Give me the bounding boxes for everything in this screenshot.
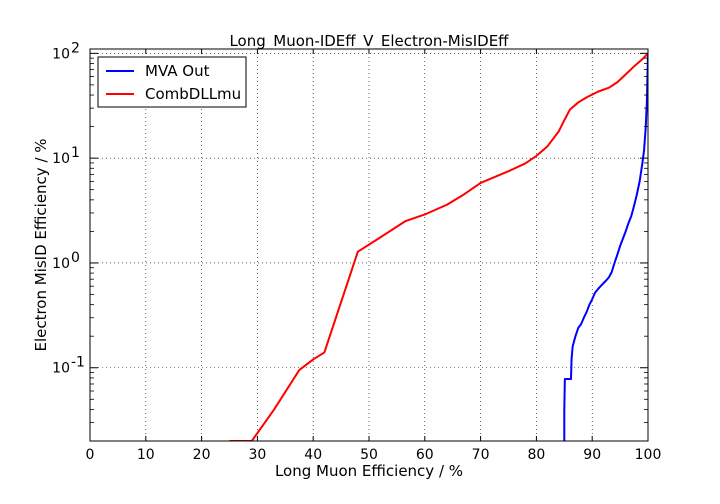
x-tick-label: 0 [86,447,95,463]
legend-box [97,56,247,108]
x-tick-label: 100 [635,447,662,463]
legend-label-mva-out: MVA Out [145,62,210,80]
y-tick-label-exponent: 0 [71,250,80,266]
chart-title: Long_Muon-IDEff_V_Electron-MisIDEff [229,32,509,51]
x-tick-label: 10 [137,447,155,463]
y-tick-label: 10 [52,151,70,167]
x-tick-label: 50 [360,447,378,463]
y-tick-label-exponent: 2 [71,40,80,56]
series-line-mva-out [563,53,648,441]
y-tick-label-exponent: 1 [71,145,80,161]
y-tick-label: 10 [52,46,70,62]
grid-lines [90,49,648,441]
y-tick-label: 10 [52,256,70,272]
legend: MVA Out CombDLLmu [97,56,247,108]
legend-label-combdllmu: CombDLLmu [145,85,241,103]
x-tick-label: 90 [583,447,601,463]
x-tick-label: 70 [472,447,490,463]
y-tick-label: 10 [52,361,70,377]
y-axis-label: Electron MisID Efficiency / % [32,138,50,351]
y-tick-label-exponent: -1 [71,355,85,371]
x-axis-label: Long Muon Efficiency / % [275,462,463,480]
series-line-combdllmu [229,52,648,441]
x-tick-label: 30 [248,447,266,463]
x-tick-label: 40 [304,447,322,463]
x-tick-label: 20 [193,447,211,463]
x-tick-label: 80 [527,447,545,463]
series-layer [229,52,648,441]
x-tick-label: 60 [416,447,434,463]
